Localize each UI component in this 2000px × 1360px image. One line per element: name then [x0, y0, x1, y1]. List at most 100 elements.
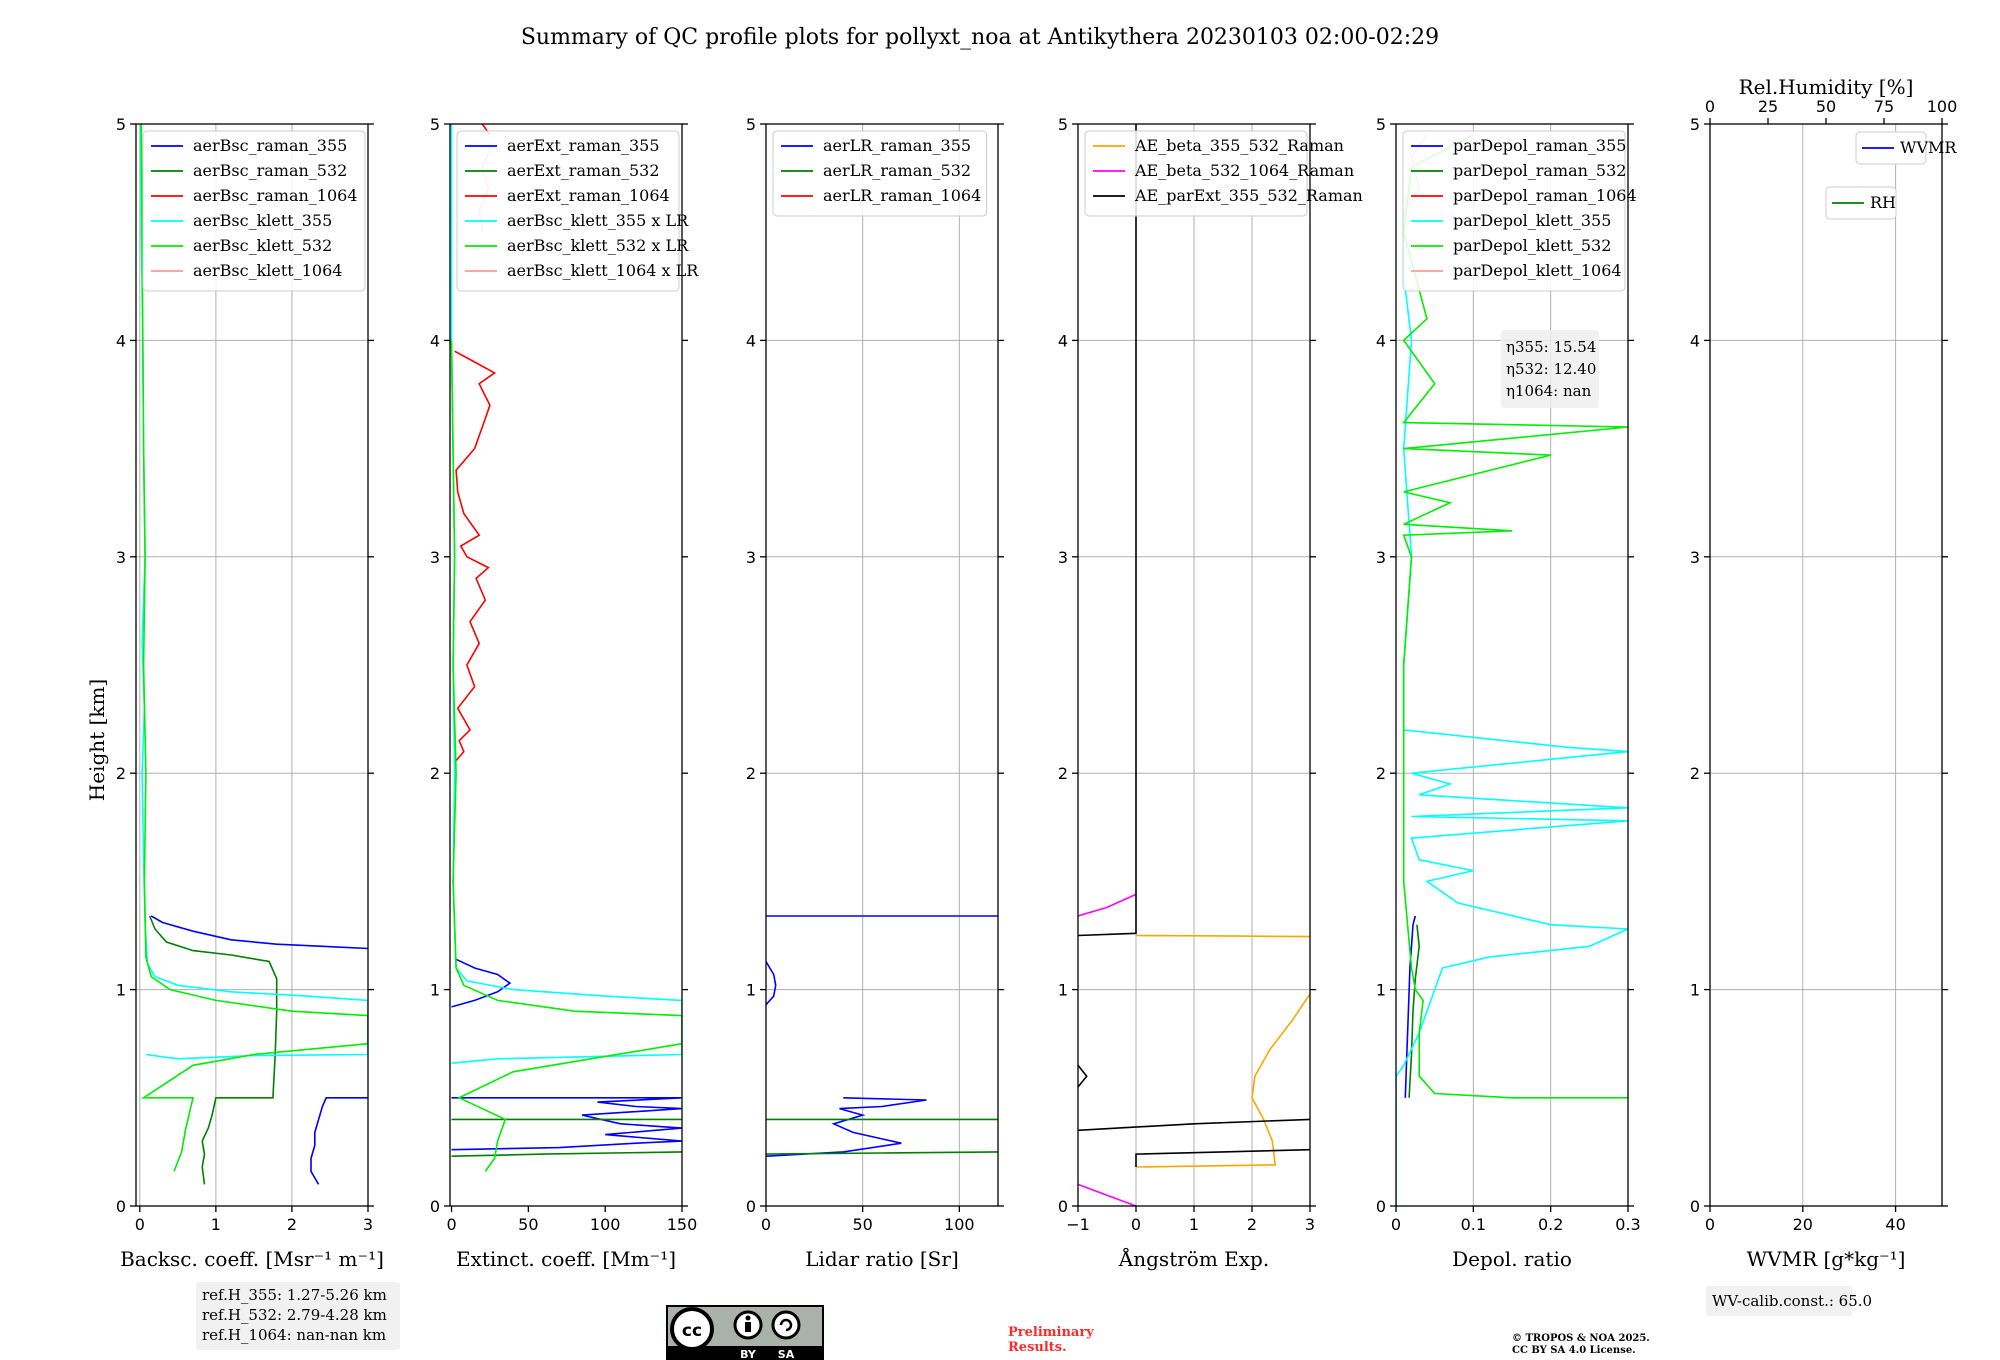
legend: aerLR_raman_355 aerLR_raman_532 aerLR_rama…	[772, 130, 988, 217]
x-tick-label: 40	[1885, 1215, 1905, 1234]
top-x-tick-label: 100	[1927, 97, 1958, 116]
axes-frame	[1395, 123, 1629, 1207]
legend-label: aerLR_raman_532	[823, 161, 971, 180]
y-tick-label: 5	[430, 115, 440, 134]
series-group	[1396, 134, 1628, 1206]
y-axis-label: Height [km]	[85, 679, 109, 801]
x-tick-label: 2	[287, 1215, 297, 1234]
ref-height-532: ref.H_532: 2.79-4.28 km	[202, 1306, 387, 1324]
legend-label: aerLR_raman_355	[823, 136, 971, 155]
legend-label: aerBsc_klett_1064 x LR	[507, 261, 699, 280]
series-line-aerLR_raman_532	[766, 1151, 998, 1155]
copyright-line-2: CC BY SA 4.0 License.	[1512, 1345, 1636, 1356]
x-tick-label: −1	[1066, 1215, 1090, 1234]
series-line-aerExt_raman_355	[451, 1097, 682, 1151]
legend-label: AE_beta_532_1064_Raman	[1134, 161, 1354, 180]
series-line-AE_parExt_355_532_Raman	[1078, 1118, 1310, 1132]
legend-label: WVMR	[1900, 138, 1957, 157]
y-tick-label: 0	[746, 1197, 756, 1216]
x-axis-label: Depol. ratio	[1452, 1247, 1572, 1271]
x-tick-label: 100	[590, 1215, 621, 1234]
series-line-AE_parExt_355_532_Raman	[1078, 124, 1137, 937]
legend-label: aerBsc_klett_355 x LR	[507, 211, 689, 230]
y-tick-label: 1	[430, 981, 440, 1000]
x-tick-label: 0	[135, 1215, 145, 1234]
y-tick-label: 0	[1690, 1197, 1700, 1216]
x-axis-label: WVMR [g*kg⁻¹]	[1747, 1247, 1906, 1271]
x-tick-label: 0.1	[1461, 1215, 1486, 1234]
series-group	[139, 124, 368, 1185]
series-line-AE_beta_532_1064_Raman	[1078, 1183, 1137, 1206]
y-tick-label: 3	[746, 548, 756, 567]
series-line-aerExt_raman_1064	[453, 350, 497, 763]
legend: aerExt_raman_355 aerExt_raman_532 aerExt_r…	[456, 130, 699, 292]
series-line-aerLR_raman_355	[766, 1097, 927, 1157]
x-tick-label: 20	[1793, 1215, 1813, 1234]
legend-label: parDepol_raman_1064	[1453, 186, 1637, 205]
y-tick-label: 4	[116, 331, 126, 350]
eta-line: η1064: nan	[1506, 382, 1592, 400]
y-tick-label: 3	[116, 548, 126, 567]
legend-label: RH	[1870, 193, 1896, 212]
series-line-AE_beta_355_532_Raman	[1135, 934, 1310, 938]
legend-label: aerExt_raman_1064	[507, 186, 670, 205]
y-tick-label: 4	[746, 331, 756, 350]
y-tick-label: 1	[1058, 981, 1068, 1000]
y-tick-label: 0	[116, 1197, 126, 1216]
series-group	[450, 124, 682, 1172]
ref-heights-box: ref.H_355: 1.27-5.26 km ref.H_532: 2.79-…	[196, 1282, 400, 1350]
y-tick-label: 5	[1058, 115, 1068, 134]
eta-line: η532: 12.40	[1506, 360, 1596, 378]
series-line-aerBsc_raman_532	[148, 915, 278, 1185]
x-axis-label: Extinct. coeff. [Mm⁻¹]	[456, 1247, 676, 1271]
legend-label: aerBsc_raman_1064	[193, 186, 358, 205]
x-tick-label: 150	[667, 1215, 698, 1234]
top-x-axis-label: Rel.Humidity [%]	[1739, 75, 1914, 99]
series-group	[766, 915, 998, 1157]
panel-2: 0 50 100 150 0 1 2 3 4 5 Extinct. coeff. [Mm⁻¹] aer…	[430, 115, 699, 1271]
legend-label: parDepol_raman_532	[1453, 161, 1626, 180]
series-line-aerExt_raman_532	[451, 1151, 682, 1157]
legend: parDepol_raman_355 parDepol_raman_532 parD…	[1402, 130, 1637, 292]
y-tick-label: 3	[1690, 548, 1700, 567]
y-tick-label: 1	[1376, 981, 1386, 1000]
x-tick-label: 50	[852, 1215, 872, 1234]
y-tick-label: 3	[1058, 548, 1068, 567]
eta-box: η355: 15.54 η532: 12.40 η1064: nan	[1501, 330, 1599, 408]
legend-label: aerExt_raman_532	[507, 161, 660, 180]
wv-calib-box: WV-calib.const.: 65.0	[1706, 1286, 1872, 1316]
series-line-parDepol_raman_532	[1408, 924, 1421, 1098]
y-tick-label: 4	[1376, 331, 1386, 350]
x-tick-label: 50	[518, 1215, 538, 1234]
x-tick-label: 2	[1247, 1215, 1257, 1234]
y-tick-label: 2	[1376, 764, 1386, 783]
y-tick-label: 1	[746, 981, 756, 1000]
series-line-AE_beta_355_532_Raman	[1135, 993, 1310, 1168]
legend-label: aerBsc_klett_532 x LR	[507, 236, 689, 255]
y-tick-label: 3	[430, 548, 440, 567]
y-tick-label: 1	[1690, 981, 1700, 1000]
y-tick-label: 2	[1058, 764, 1068, 783]
legend: WVMR RH	[1825, 131, 1957, 220]
y-tick-label: 5	[116, 115, 126, 134]
eta-line: η355: 15.54	[1506, 338, 1596, 356]
legend-label: AE_beta_355_532_Raman	[1134, 136, 1344, 155]
axes-frame	[135, 123, 369, 1207]
y-tick-label: 5	[1376, 115, 1386, 134]
preliminary-line-2: Results.	[1008, 1340, 1067, 1355]
y-tick-label: 2	[116, 764, 126, 783]
series-line-aerBsc_raman_355	[310, 1097, 368, 1185]
panel-5: 0 0.1 0.2 0.3 0 1 2 3 4 5 Depol. ratio parDepol_ram…	[1376, 115, 1641, 1271]
top-x-tick-label: 25	[1758, 97, 1778, 116]
wv-calib-text: WV-calib.const.: 65.0	[1712, 1292, 1872, 1310]
copyright-line-1: © TROPOS & NOA 2025.	[1512, 1333, 1650, 1344]
series-line-aerBsc_klett_532	[140, 124, 368, 1172]
series-line-parDepol_klett_532	[1402, 134, 1628, 1099]
legend-label: aerBsc_klett_1064	[193, 261, 342, 280]
y-tick-label: 5	[746, 115, 756, 134]
y-tick-label: 0	[1376, 1197, 1386, 1216]
x-tick-label: 3	[1305, 1215, 1315, 1234]
figure-title: Summary of QC profile plots for pollyxt_…	[521, 25, 1439, 50]
